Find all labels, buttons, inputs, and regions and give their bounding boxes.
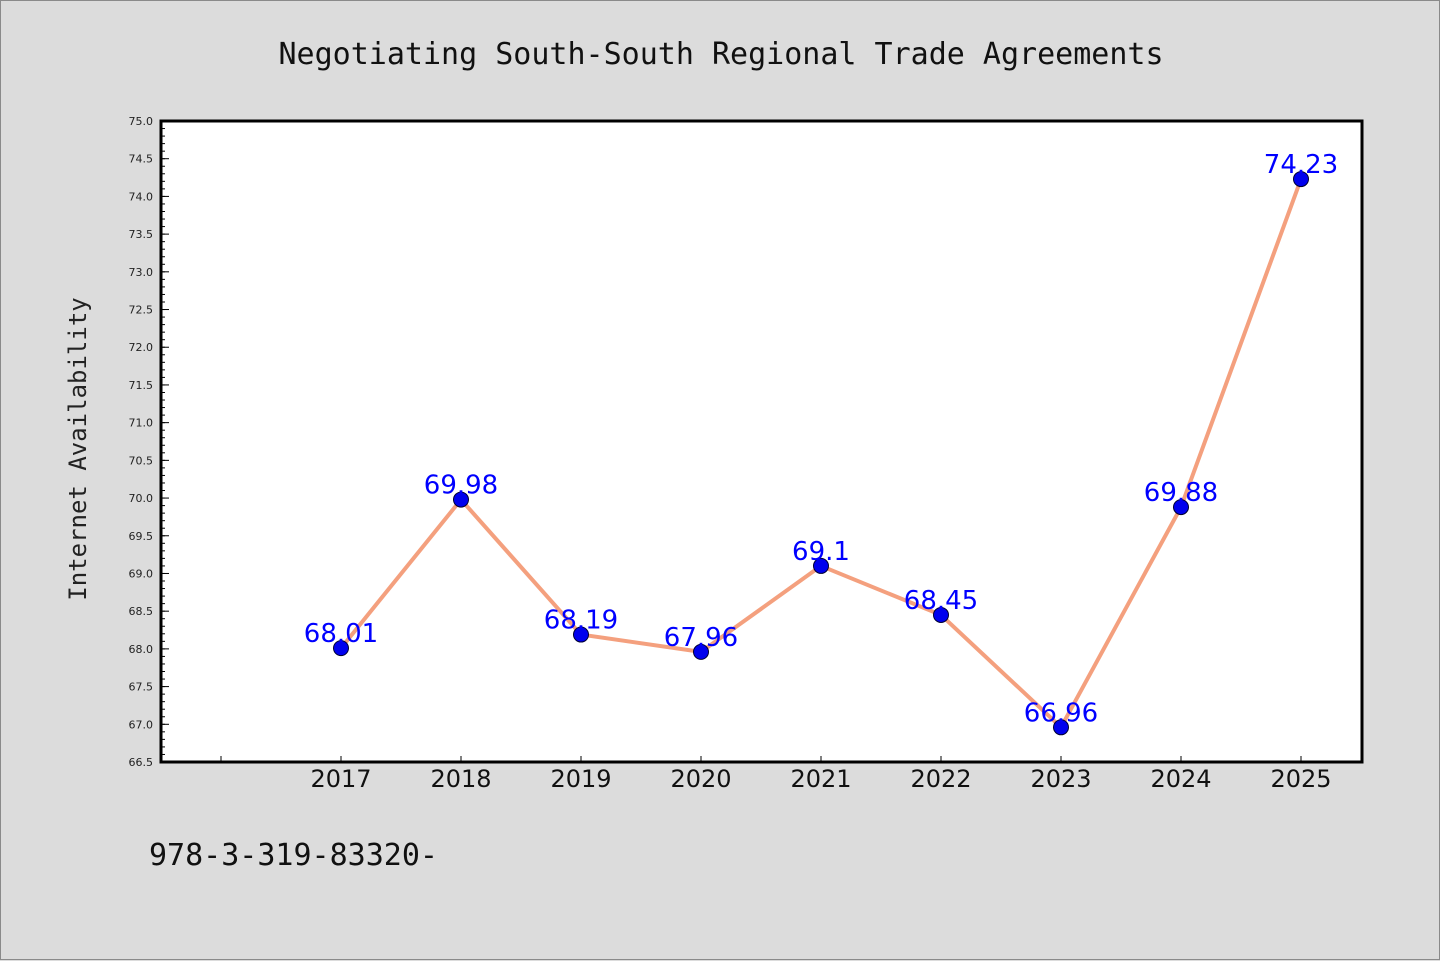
x-tick-label: 2020 (670, 765, 731, 793)
y-tick-label: 70.0 (129, 492, 154, 505)
x-tick-label: 2019 (550, 765, 611, 793)
y-tick-label: 72.5 (129, 304, 154, 317)
y-tick-label: 70.5 (129, 454, 154, 467)
data-label: 69.1 (792, 537, 850, 567)
x-tick-label: 2023 (1030, 765, 1091, 793)
y-tick-label: 74.5 (129, 153, 154, 166)
data-point (453, 491, 469, 508)
y-tick-label: 67.0 (129, 718, 154, 731)
data-point (1173, 499, 1189, 516)
data-point (933, 606, 949, 623)
data-label: 68.45 (904, 586, 978, 616)
x-tick-label: 2025 (1270, 765, 1331, 793)
x-axis-ticks: 2017 2018 2019 2020 2021 2022 2023 2024 2025 (220, 756, 1332, 793)
data-markers (333, 171, 1309, 736)
y-tick-label: 68.0 (129, 643, 154, 656)
y-tick-label: 73.5 (129, 228, 154, 241)
plot-area (159, 119, 1364, 764)
data-label: 69.98 (424, 471, 498, 501)
data-labels: 68.01 69.98 68.19 67.96 69.1 68.45 66.96 69.88 7… (304, 150, 1338, 728)
y-tick-label: 69.5 (129, 530, 154, 543)
y-tick-label: 75.0 (129, 115, 154, 128)
data-point (813, 557, 829, 574)
data-label: 66.96 (1024, 698, 1098, 728)
y-tick-label: 67.5 (129, 681, 154, 694)
data-label: 68.19 (544, 606, 618, 636)
y-tick-label: 72.0 (129, 341, 154, 354)
y-tick-label: 74.0 (129, 190, 154, 203)
x-tick-label: 2024 (1150, 765, 1211, 793)
x-tick-label: 2022 (910, 765, 971, 793)
y-tick-label: 69.0 (129, 567, 154, 580)
y-axis-label: Internet Availability (64, 297, 92, 600)
x-tick-label: 2017 (310, 765, 371, 793)
data-point (693, 643, 709, 660)
chart-title: Negotiating South-South Regional Trade A… (278, 37, 1163, 72)
y-tick-label: 71.0 (129, 417, 154, 430)
y-tick-label: 71.5 (129, 379, 154, 392)
data-label: 68.01 (304, 619, 378, 649)
data-point (1053, 719, 1069, 736)
footer-isbn-text: 978-3-319-83320- (149, 838, 438, 873)
y-tick-label: 73.0 (129, 266, 154, 279)
y-tick-label: 66.5 (129, 756, 154, 769)
data-point (333, 640, 349, 657)
data-label: 69.88 (1144, 478, 1218, 508)
data-label: 74.23 (1264, 150, 1338, 180)
data-point (1293, 171, 1309, 188)
data-label: 67.96 (664, 623, 738, 653)
x-tick-label: 2021 (790, 765, 851, 793)
data-point (573, 626, 589, 643)
y-axis-ticks: 66.5 67.0 67.5 68.0 68.5 69.0 69.5 70.0 70.5 71.0… (129, 115, 169, 769)
y-tick-label: 68.5 (129, 605, 154, 618)
x-tick-label: 2018 (430, 765, 491, 793)
